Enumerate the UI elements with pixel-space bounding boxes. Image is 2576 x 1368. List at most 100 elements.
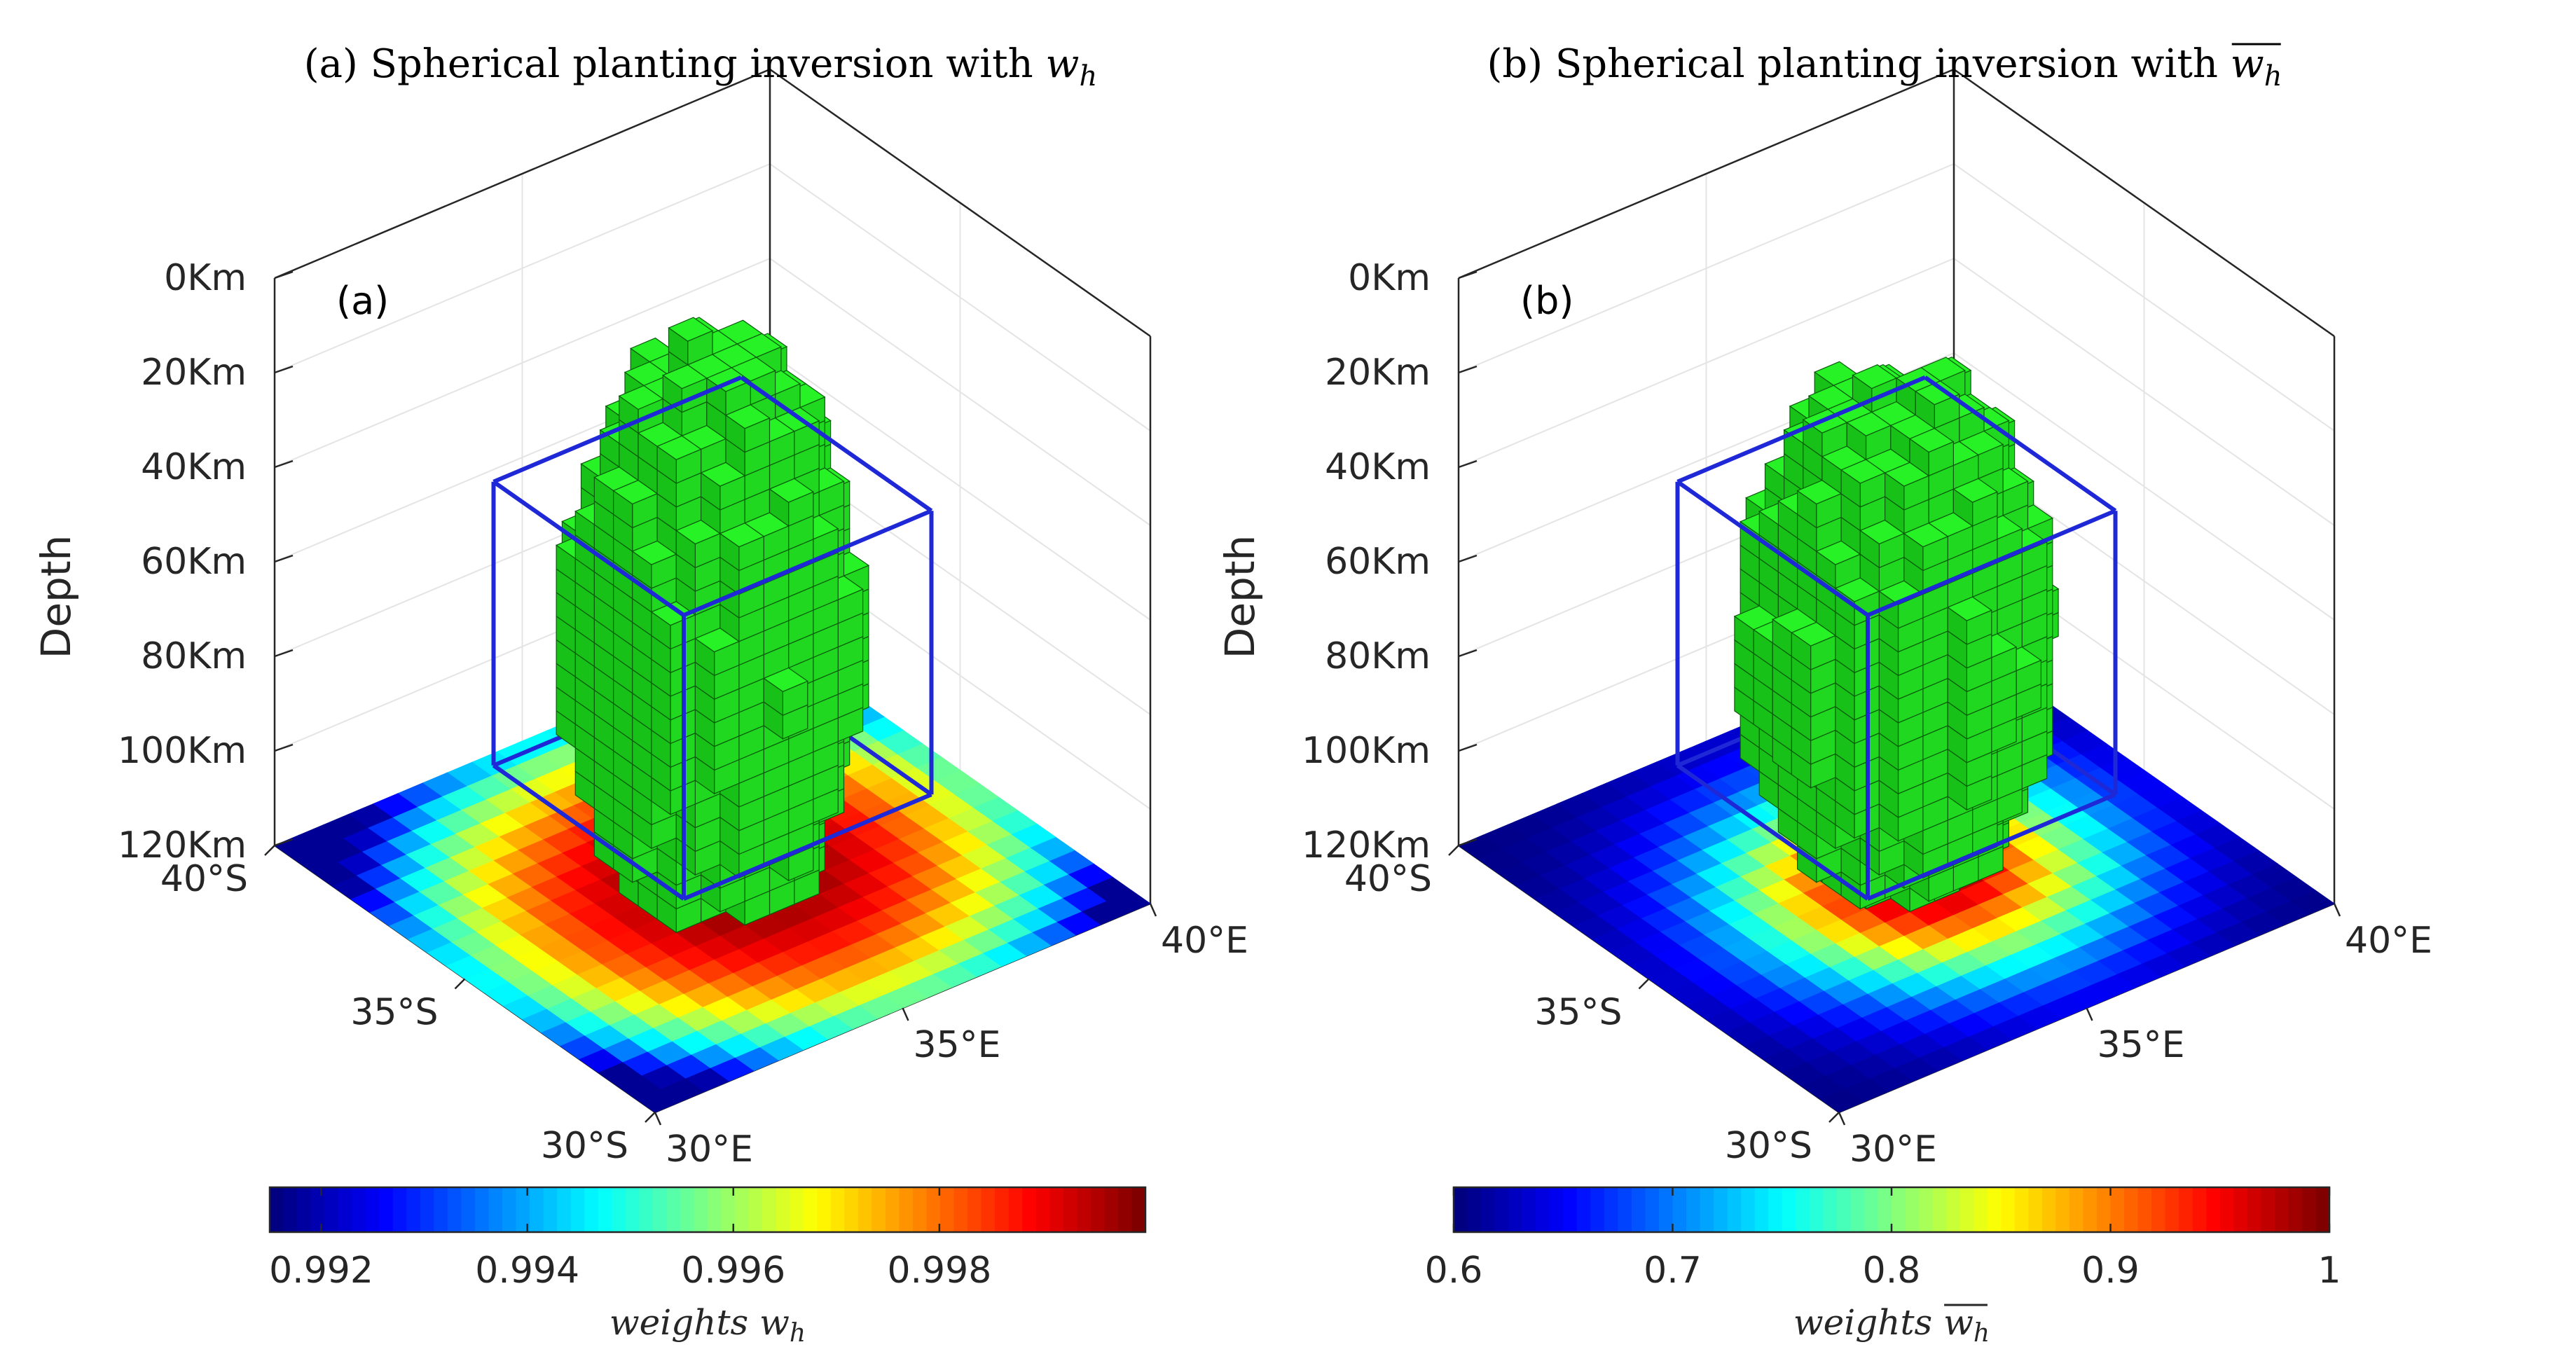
colorbar-label: weights wh	[1793, 1302, 1990, 1348]
colorbar-bin	[748, 1187, 763, 1232]
colorbar-bin	[598, 1187, 613, 1232]
colorbar-bin	[1754, 1187, 1770, 1232]
depth-tick-label: 100Km	[118, 730, 247, 772]
colorbar-bin	[1522, 1187, 1536, 1232]
colorbar-label: weights wh	[609, 1302, 806, 1348]
depth-tick-label: 60Km	[141, 541, 247, 583]
colorbar-tick-label: 0.9	[2081, 1250, 2140, 1292]
colorbar-bin	[1850, 1187, 1865, 1232]
colorbar-bin	[1077, 1187, 1091, 1232]
colorbar-bin	[639, 1187, 654, 1232]
colorbar-tick-label: 0.994	[475, 1250, 579, 1292]
colorbar-bin	[899, 1187, 914, 1232]
true-model-edge	[1676, 480, 1869, 617]
colorbar-bin	[857, 1187, 873, 1232]
depth-tick-label: 100Km	[1302, 730, 1431, 772]
depth-axis-label: Depth	[1216, 535, 1264, 659]
colorbar: 0.6 0.7 0.8 0.9 1 weights wh	[1425, 1186, 2341, 1348]
voxel-face	[632, 550, 652, 590]
colorbar-bin	[420, 1187, 435, 1232]
colorbar-bin	[352, 1187, 366, 1232]
colorbar-bin	[1631, 1187, 1646, 1232]
colorbar-bin	[2041, 1187, 2057, 1232]
colorbar-bin	[844, 1187, 859, 1232]
colorbar-bin	[967, 1187, 982, 1232]
latitude-tick-label: 35°S	[1534, 992, 1622, 1034]
colorbar-bin	[1117, 1187, 1133, 1232]
colorbar-bin	[926, 1187, 941, 1232]
colorbar-bin	[2192, 1187, 2207, 1232]
colorbar-bin	[1063, 1187, 1078, 1232]
true-model-edge	[1924, 375, 2117, 513]
latitude-tick	[1828, 1112, 1840, 1123]
colorbar-bin	[1104, 1187, 1119, 1232]
colorbar-bin	[1905, 1187, 1920, 1232]
longitude-tick	[2086, 1007, 2093, 1021]
colorbar: 0.992 0.994 0.996 0.998 weights wh	[268, 1186, 1147, 1348]
depth-tick-label: 120Km	[1302, 824, 1431, 866]
colorbar-bin	[270, 1187, 284, 1232]
voxel-face	[1797, 490, 1817, 529]
voxel-face	[1791, 632, 1812, 671]
colorbar-bin	[1959, 1187, 1974, 1232]
longitude-axis: 30°E 35°E 40°E	[654, 903, 1248, 1170]
colorbar-bin	[2274, 1187, 2289, 1232]
colorbar-bin	[584, 1187, 599, 1232]
colorbar-bin	[379, 1187, 394, 1232]
colorbar-bin	[1035, 1187, 1051, 1232]
colorbar-bin	[1645, 1187, 1660, 1232]
colorbar-bin	[1686, 1187, 1701, 1232]
voxel-face	[1878, 590, 1899, 630]
panel-a: 0Km 20Km 40Km 60Km 80Km 100Km 120Km Depth 40°S 35…	[32, 41, 1248, 1348]
colorbar-bin	[2096, 1187, 2112, 1232]
colorbar-bin	[2219, 1187, 2235, 1232]
colorbar-bin	[2083, 1187, 2098, 1232]
colorbar-bin	[735, 1187, 750, 1232]
true-model-edge	[740, 375, 933, 513]
depth-tick-label: 20Km	[1325, 352, 1431, 394]
recovered-body-voxels	[555, 317, 870, 934]
depth-tick	[1458, 743, 1478, 752]
colorbar-bin	[803, 1187, 818, 1232]
true-model-edge	[1866, 509, 2116, 618]
voxel-face	[612, 490, 633, 529]
colorbar-bin	[283, 1187, 298, 1232]
colorbar-bin	[488, 1187, 503, 1232]
latitude-axis: 40°S 35°S 30°S	[1344, 845, 1840, 1167]
colorbar-bin	[570, 1187, 586, 1232]
colorbar-bin	[1946, 1187, 1961, 1232]
colorbar-bin	[2288, 1187, 2303, 1232]
latitude-tick	[264, 845, 275, 856]
longitude-tick	[902, 1007, 909, 1021]
true-model-edge	[1676, 764, 1869, 901]
colorbar-bin	[940, 1187, 955, 1232]
latitude-tick	[1448, 845, 1459, 856]
colorbar-tick-label: 1	[2317, 1250, 2341, 1292]
colorbar-bin	[392, 1187, 408, 1232]
panel-title: (b) Spherical planting inversion with wh	[1487, 41, 2282, 92]
colorbar-tick-label: 0.996	[681, 1250, 785, 1292]
colorbar-bin	[1022, 1187, 1037, 1232]
depth-axis-label: Depth	[32, 535, 80, 659]
latitude-tick-label: 40°S	[160, 858, 248, 900]
colorbar-bin	[1700, 1187, 1714, 1232]
depth-axis: 0Km 20Km 40Km 60Km 80Km 100Km 120Km Depth	[32, 257, 294, 866]
longitude-tick-label: 35°E	[2098, 1024, 2185, 1066]
colorbar-bin	[1932, 1187, 1947, 1232]
colorbar-bin	[297, 1187, 312, 1232]
voxel-face	[651, 611, 671, 650]
voxel-face	[1885, 471, 1905, 511]
depth-tick-label: 40Km	[1325, 446, 1431, 488]
colorbar-bin	[2001, 1187, 2016, 1232]
colorbar-bin	[1563, 1187, 1578, 1232]
colorbar-bin	[762, 1187, 777, 1232]
colorbar-bin	[1658, 1187, 1674, 1232]
true-model-edge	[492, 764, 685, 901]
colorbar-bin	[2014, 1187, 2030, 1232]
colorbar-bin	[516, 1187, 530, 1232]
colorbar-bin	[1768, 1187, 1783, 1232]
latitude-tick-label: 35°S	[350, 992, 438, 1034]
colorbar-bin	[872, 1187, 886, 1232]
colorbar-bin	[2137, 1187, 2152, 1232]
